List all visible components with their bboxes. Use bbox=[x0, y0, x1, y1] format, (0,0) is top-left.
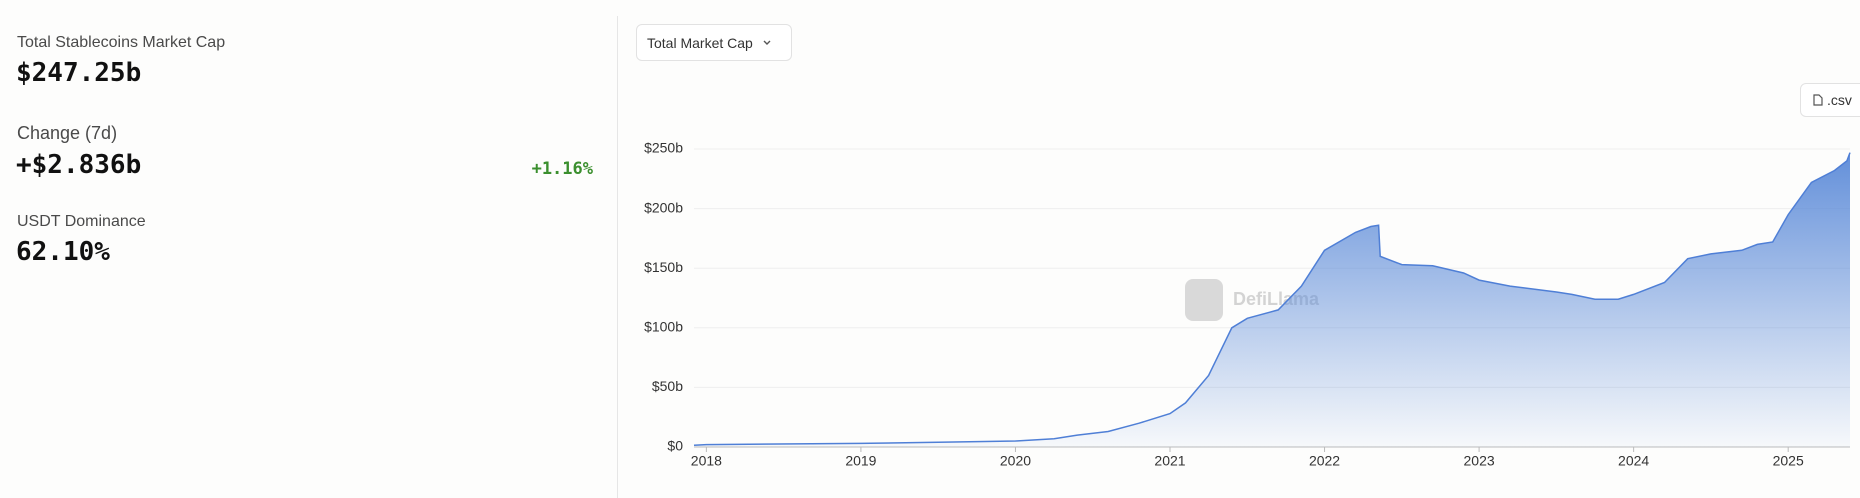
stat-label: USDT Dominance bbox=[17, 213, 146, 230]
y-tick-label: $100b bbox=[644, 319, 683, 335]
stats-panel: Total Stablecoins Market Cap $247.25b Ch… bbox=[0, 0, 617, 498]
x-tick-label: 2018 bbox=[691, 453, 722, 469]
stat-value: $247.25b bbox=[16, 58, 142, 88]
series-line bbox=[693, 152, 1851, 446]
metric-dropdown[interactable]: Total Market Cap bbox=[636, 24, 792, 61]
x-tick-label: 2020 bbox=[1000, 453, 1031, 469]
y-tick-label: $50b bbox=[652, 378, 683, 394]
file-icon bbox=[1813, 94, 1823, 106]
dropdown-label: Total Market Cap bbox=[647, 34, 753, 51]
y-tick-label: $0 bbox=[667, 438, 683, 454]
chevron bbox=[763, 40, 771, 45]
y-tick-label: $150b bbox=[644, 259, 683, 275]
x-tick-label: 2023 bbox=[1464, 453, 1495, 469]
y-tick-label: $200b bbox=[644, 199, 683, 215]
csv-label: .csv bbox=[1827, 92, 1852, 108]
stat-label: Total Stablecoins Market Cap bbox=[17, 34, 226, 51]
y-tick-label: $250b bbox=[644, 140, 683, 156]
stat-value: +$2.836b bbox=[16, 150, 142, 180]
area-fill bbox=[694, 152, 1850, 447]
divider bbox=[617, 16, 618, 498]
x-tick-label: 2025 bbox=[1773, 453, 1804, 469]
x-tick-label: 2021 bbox=[1154, 453, 1185, 469]
x-tick-label: 2024 bbox=[1618, 453, 1649, 469]
stat-label: Change (7d) bbox=[17, 123, 118, 143]
x-tick-label: 2019 bbox=[845, 453, 876, 469]
change-percent: +1.16% bbox=[531, 159, 593, 179]
stat-value: 62.10% bbox=[16, 237, 110, 267]
csv-button[interactable]: .csv bbox=[1800, 83, 1860, 117]
x-tick-label: 2022 bbox=[1309, 453, 1340, 469]
